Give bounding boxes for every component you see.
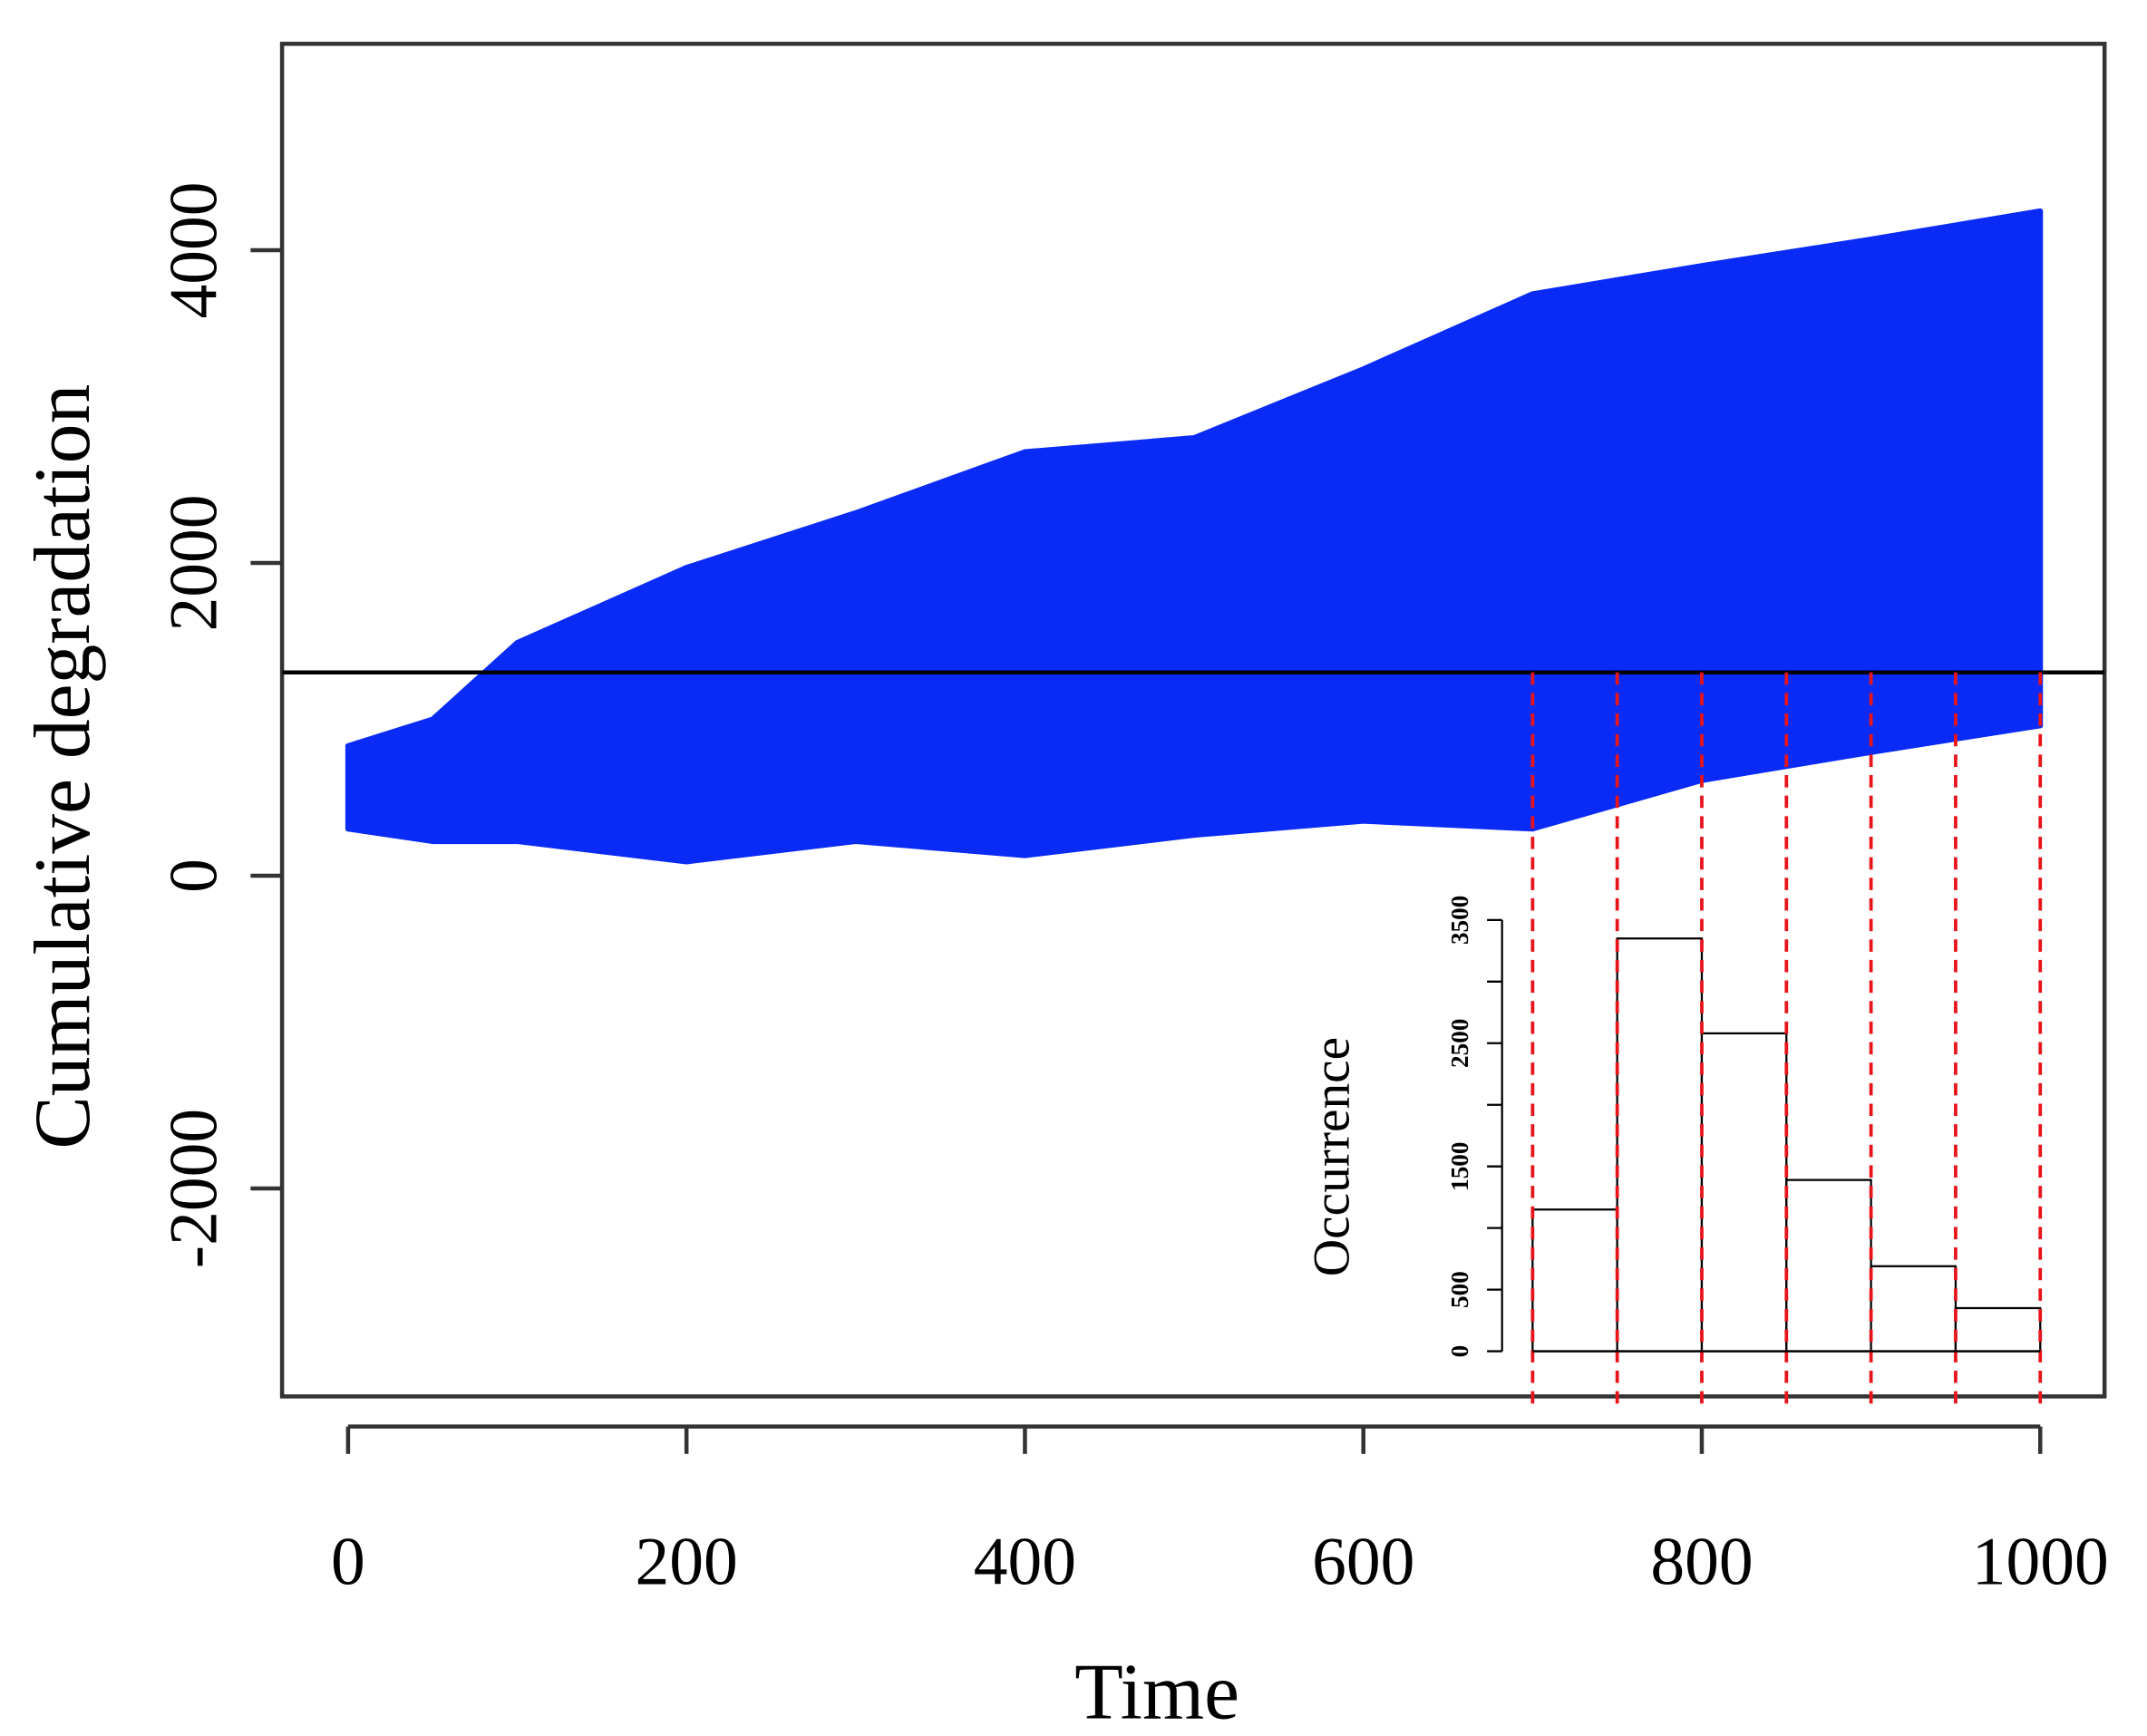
histogram-bar — [1954, 1306, 2042, 1353]
x-tick-label: 200 — [636, 1524, 738, 1599]
inset-y-tick-label: 3500 — [1446, 896, 1473, 945]
histogram-bar — [1870, 1265, 1958, 1353]
inset-y-tick-label: 500 — [1446, 1271, 1473, 1308]
y-axis-label: Cumulative degradation — [18, 384, 106, 1149]
inset-y-tick-label: 0 — [1446, 1345, 1473, 1358]
y-tick-label: 2000 — [157, 495, 232, 632]
plot-area: Time Cumulative degradation Occurrence 0… — [18, 42, 2109, 1735]
x-axis-label: Time — [1074, 1647, 1239, 1735]
plot-frame — [279, 42, 2107, 1399]
inset-y-tick-label: 2500 — [1446, 1019, 1473, 1068]
histogram-bar — [1616, 937, 1704, 1353]
inset-y-tick-label: 1500 — [1446, 1142, 1473, 1191]
x-tick-label: 600 — [1312, 1524, 1414, 1599]
y-tick-label: 4000 — [157, 182, 232, 319]
histogram-bar — [1700, 1032, 1788, 1353]
x-tick-label: 800 — [1650, 1524, 1753, 1599]
x-tick-label: 1000 — [1972, 1524, 2109, 1599]
histogram-bar — [1785, 1178, 1872, 1353]
y-tick-label: 0 — [157, 858, 232, 893]
inset-y-axis-label: Occurrence — [1304, 1037, 1361, 1276]
x-tick-label: 0 — [331, 1524, 365, 1599]
y-tick-label: -2000 — [157, 1109, 232, 1268]
x-tick-label: 400 — [974, 1524, 1076, 1599]
histogram-bar — [1531, 1208, 1618, 1353]
